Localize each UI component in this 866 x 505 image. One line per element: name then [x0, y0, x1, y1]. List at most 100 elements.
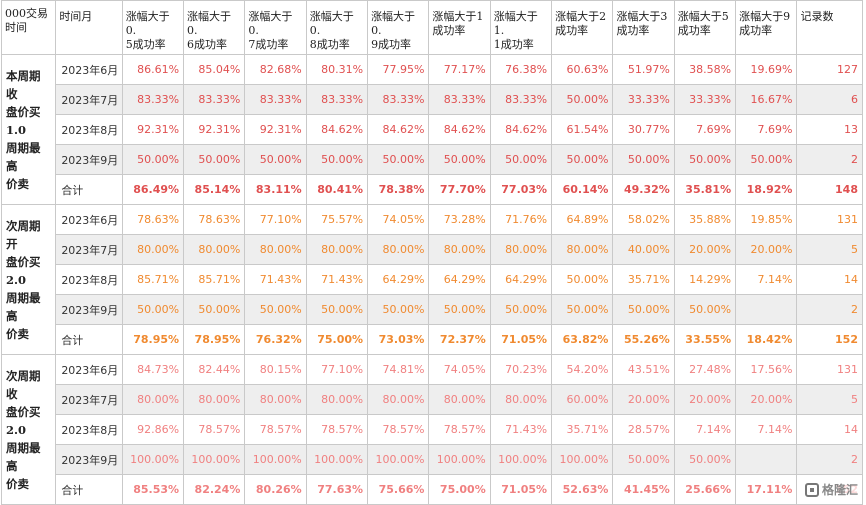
- rate-cell: 100.00%: [122, 445, 183, 475]
- rate-cell: 71.76%: [490, 205, 551, 235]
- rate-cell: 16.67%: [736, 85, 797, 115]
- rate-cell: 17.11%: [736, 475, 797, 505]
- rate-cell: 82.24%: [184, 475, 245, 505]
- month-cell: 合计: [56, 175, 122, 205]
- rate-cell: 83.33%: [429, 85, 490, 115]
- rate-cell: 35.71%: [613, 265, 674, 295]
- rate-cell: 20.00%: [736, 385, 797, 415]
- rate-cell: 35.88%: [674, 205, 735, 235]
- rate-cell: 75.00%: [306, 325, 367, 355]
- month-cell: 2023年8月: [56, 265, 122, 295]
- rate-cell: 40.00%: [613, 235, 674, 265]
- month-cell: 2023年6月: [56, 355, 122, 385]
- rate-cell: 80.00%: [306, 235, 367, 265]
- header-count: 记录数: [797, 1, 863, 55]
- rate-cell: 85.04%: [184, 55, 245, 85]
- rate-cell: 30.77%: [613, 115, 674, 145]
- rate-cell: 33.33%: [613, 85, 674, 115]
- count-cell: 6: [797, 85, 863, 115]
- count-cell: 2: [797, 445, 863, 475]
- rate-cell: 84.62%: [429, 115, 490, 145]
- rate-cell: 75.66%: [368, 475, 429, 505]
- rate-cell: 92.86%: [122, 415, 183, 445]
- rate-cell: 50.00%: [306, 295, 367, 325]
- rate-cell: 77.10%: [245, 205, 306, 235]
- rate-cell: 50.00%: [736, 145, 797, 175]
- count-cell: 131: [797, 355, 863, 385]
- rate-cell: 83.33%: [184, 85, 245, 115]
- rate-cell: 64.29%: [429, 265, 490, 295]
- rate-cell: 84.73%: [122, 355, 183, 385]
- rate-cell: 83.33%: [490, 85, 551, 115]
- rate-cell: 14.29%: [674, 265, 735, 295]
- rate-cell: 7.69%: [736, 115, 797, 145]
- rate-cell: 80.41%: [306, 175, 367, 205]
- rate-cell: 18.92%: [736, 175, 797, 205]
- rate-cell: 75.00%: [429, 475, 490, 505]
- rate-cell: 80.00%: [184, 385, 245, 415]
- month-cell: 2023年7月: [56, 85, 122, 115]
- rate-cell: 19.69%: [736, 55, 797, 85]
- rate-cell: 50.00%: [613, 445, 674, 475]
- count-cell: 5: [797, 385, 863, 415]
- rate-cell: 82.68%: [245, 55, 306, 85]
- count-cell: 2: [797, 295, 863, 325]
- header-metric: 涨幅大于0.6成功率: [184, 1, 245, 55]
- month-cell: 合计: [56, 475, 122, 505]
- rate-cell: [736, 445, 797, 475]
- rate-cell: 77.70%: [429, 175, 490, 205]
- rate-cell: 80.26%: [245, 475, 306, 505]
- rate-cell: 77.63%: [306, 475, 367, 505]
- rate-cell: 74.05%: [429, 355, 490, 385]
- month-cell: 2023年8月: [56, 115, 122, 145]
- rate-cell: 78.57%: [306, 415, 367, 445]
- rate-cell: 73.28%: [429, 205, 490, 235]
- count-cell: 13: [797, 115, 863, 145]
- rate-cell: 17.56%: [736, 355, 797, 385]
- rate-cell: 50.00%: [122, 145, 183, 175]
- rate-cell: 71.43%: [306, 265, 367, 295]
- month-cell: 2023年7月: [56, 385, 122, 415]
- header-metric: 涨幅大于0.8成功率: [306, 1, 367, 55]
- rate-cell: 49.32%: [613, 175, 674, 205]
- rate-cell: 77.10%: [306, 355, 367, 385]
- count-cell: 148: [797, 175, 863, 205]
- rate-cell: 86.61%: [122, 55, 183, 85]
- gelonghui-logo-icon: [805, 483, 819, 497]
- watermark: 格隆汇: [803, 481, 860, 498]
- rate-cell: 84.62%: [306, 115, 367, 145]
- rate-cell: 7.14%: [736, 265, 797, 295]
- count-cell: 152: [797, 325, 863, 355]
- strategy-label-line: 盘价买1.0: [6, 103, 51, 139]
- header-month: 时间月: [56, 1, 122, 55]
- rate-cell: 25.66%: [674, 475, 735, 505]
- rate-cell: 33.55%: [674, 325, 735, 355]
- rate-cell: 78.57%: [368, 415, 429, 445]
- strategy-label-line: 价卖: [6, 175, 51, 193]
- rate-cell: 80.00%: [429, 385, 490, 415]
- rate-cell: 100.00%: [306, 445, 367, 475]
- rate-cell: 60.00%: [552, 385, 613, 415]
- strategy-label-line: 价卖: [6, 475, 51, 493]
- rate-cell: 20.00%: [736, 235, 797, 265]
- count-cell: 14: [797, 265, 863, 295]
- rate-cell: 50.00%: [429, 145, 490, 175]
- rate-cell: 80.00%: [184, 235, 245, 265]
- rate-cell: 86.49%: [122, 175, 183, 205]
- rate-cell: 80.00%: [552, 235, 613, 265]
- month-cell: 2023年8月: [56, 415, 122, 445]
- rate-cell: 35.71%: [552, 415, 613, 445]
- rate-cell: 60.63%: [552, 55, 613, 85]
- strategy-label-line: 本周期收: [6, 67, 51, 103]
- rate-cell: 50.00%: [674, 145, 735, 175]
- month-cell: 2023年6月: [56, 205, 122, 235]
